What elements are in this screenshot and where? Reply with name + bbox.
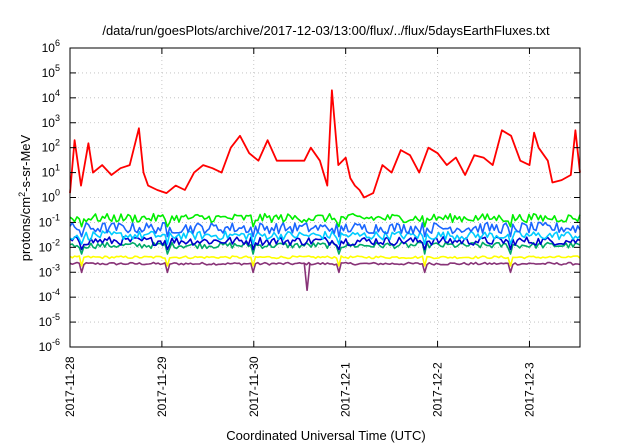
series-dip [303,263,311,291]
y-tick-label: 101 [42,163,60,180]
y-tick-label: 103 [42,113,60,130]
series-line [69,89,581,199]
y-tick-label: 106 [42,38,60,55]
y-tick-label: 10-1 [39,212,60,229]
series-line [69,261,581,274]
x-tick-label: 2017-12-2 [431,362,445,417]
series-line [69,221,581,238]
x-tick-label: 2017-11-28 [63,356,77,417]
y-tick-label: 10-3 [39,262,60,279]
series-layer [69,89,581,291]
y-tick-label: 10-5 [39,312,60,329]
x-tick-label: 2017-11-30 [247,356,261,417]
series-line [69,230,581,245]
series-line [69,255,581,267]
y-tick-label: 10-6 [39,337,60,354]
y-axis: 10-6 10-5 10-4 10-3 10-2 10-1 100 101 102 103 104 1… [39,38,580,354]
y-axis-label: protons/cm2-s-sr-MeV [17,134,33,261]
x-axis: 2017-11-28 2017-11-29 2017-11-30 2017-12-1 2… [63,48,536,417]
x-tick-label: 2017-11-29 [155,356,169,417]
x-tick-label: 2017-12-1 [339,362,353,417]
series-line [69,241,581,255]
chart-title: /data/run/goesPlots/archive/2017-12-03/1… [102,23,550,38]
x-tick-label: 2017-12-3 [522,362,536,417]
y-tick-label: 104 [42,88,60,105]
y-tick-label: 100 [42,188,60,205]
x-axis-label: Coordinated Universal Time (UTC) [226,428,425,443]
series-line [69,212,581,228]
y-tick-label: 102 [42,138,60,155]
grid-lines [70,48,580,347]
y-tick-label: 105 [42,63,60,80]
y-tick-label: 10-2 [39,237,60,254]
y-tick-label: 10-4 [39,287,60,304]
